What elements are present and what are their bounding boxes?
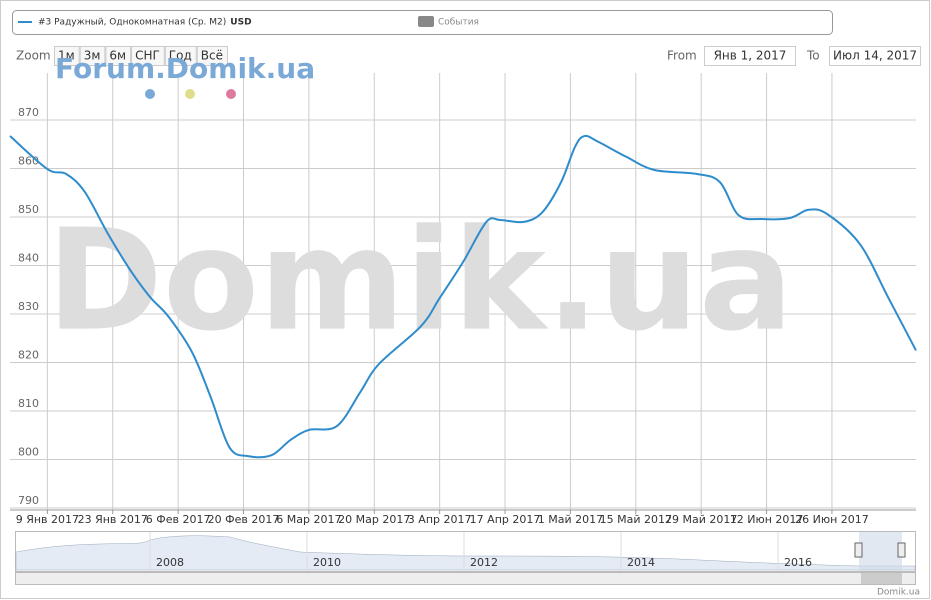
- y-tick-label: 870: [18, 106, 39, 119]
- zoom-button-label[interactable]: 6м: [109, 49, 126, 63]
- watermark: Forum.Domik.ua: [55, 52, 315, 85]
- navigator-handle[interactable]: [897, 542, 906, 558]
- y-tick-label: 800: [18, 446, 39, 459]
- x-tick-label: 15 Май 2017: [600, 513, 672, 526]
- zoom-button[interactable]: [54, 46, 80, 66]
- x-tick-label: 26 Июн 2017: [795, 513, 869, 526]
- navigator-handle[interactable]: [854, 542, 863, 558]
- credit[interactable]: Domik.ua: [877, 588, 920, 598]
- zoom-button[interactable]: [79, 46, 106, 66]
- dot: [185, 89, 195, 99]
- legend-currency: USD: [230, 18, 251, 28]
- navigator-year: 2016: [784, 556, 812, 569]
- zoom-button[interactable]: [105, 46, 132, 66]
- y-tick-label: 820: [18, 349, 39, 362]
- zoom-button-label[interactable]: 1м: [58, 49, 75, 63]
- navigator-year: 2008: [156, 556, 184, 569]
- legend-entry[interactable]: События: [438, 18, 479, 28]
- dot: [226, 89, 236, 99]
- x-tick-label: 23 Янв 2017: [78, 513, 148, 526]
- y-tick-label: 860: [18, 155, 39, 168]
- x-tick-label: 6 Мар 2017: [276, 513, 341, 526]
- from-value[interactable]: Янв 1, 2017: [714, 49, 787, 63]
- zoom-button[interactable]: [164, 46, 197, 66]
- y-tick-label: 840: [18, 252, 39, 265]
- navigator[interactable]: [15, 531, 916, 572]
- zoom-button-label[interactable]: СНГ: [135, 49, 160, 63]
- y-tick-label: 790: [18, 494, 39, 507]
- navigator-selection[interactable]: [859, 532, 902, 571]
- to-input[interactable]: [829, 46, 921, 66]
- navigator-area: [15, 535, 916, 571]
- watermark: Domik.ua: [47, 200, 794, 363]
- zoom-button-label[interactable]: 3м: [84, 49, 101, 63]
- legend-entry[interactable]: #3 Радужный, Однокомнатная (Ср. М2): [38, 18, 226, 28]
- y-tick-label: 810: [18, 397, 39, 410]
- to-value[interactable]: Июл 14, 2017: [833, 49, 917, 63]
- x-tick-label: 6 Фев 2017: [146, 513, 211, 526]
- from-label: From: [667, 49, 697, 63]
- x-tick-label: 12 Июн 2017: [730, 513, 804, 526]
- x-tick-label: 17 Апр 2017: [470, 513, 541, 526]
- plot-area: [10, 73, 916, 510]
- from-input[interactable]: [704, 46, 796, 66]
- scrollbar-thumb[interactable]: [861, 573, 902, 584]
- x-tick-label: 3 Апр 2017: [408, 513, 472, 526]
- navigator-year: 2010: [313, 556, 341, 569]
- x-tick-label: 9 Янв 2017: [16, 513, 79, 526]
- zoom-button[interactable]: [131, 46, 165, 66]
- x-tick-label: 29 Май 2017: [665, 513, 737, 526]
- navigator-year: 2012: [470, 556, 498, 569]
- to-label: To: [806, 49, 820, 63]
- dot: [145, 89, 155, 99]
- x-tick-label: 1 Май 2017: [538, 513, 603, 526]
- navigator-year: 2014: [627, 556, 655, 569]
- zoom-button-label[interactable]: Год: [169, 49, 192, 63]
- y-tick-label: 830: [18, 300, 39, 313]
- x-tick-label: 20 Фев 2017: [208, 513, 280, 526]
- zoom-button-label[interactable]: Всё: [201, 49, 223, 63]
- zoom-button[interactable]: [196, 46, 228, 66]
- zoom-label: Zoom: [16, 49, 51, 63]
- line-series: [9, 134, 917, 459]
- x-tick-label: 20 Мар 2017: [338, 513, 410, 526]
- scrollbar[interactable]: [15, 572, 916, 585]
- y-tick-label: 850: [18, 203, 39, 216]
- legend-swatch: [418, 16, 434, 27]
